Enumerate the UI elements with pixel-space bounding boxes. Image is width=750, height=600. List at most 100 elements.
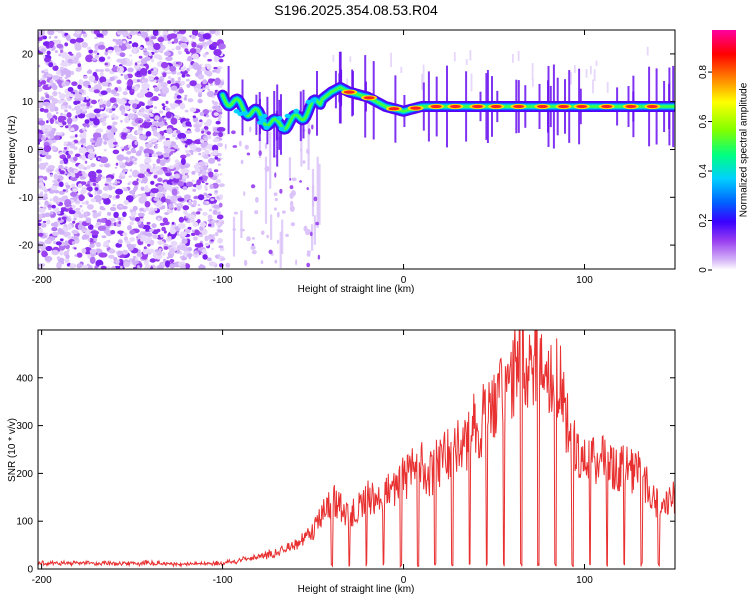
spectrogram-noise-blob [93,50,98,54]
spectrogram-noise-blob [64,76,68,79]
spectrogram-noise-blob [103,186,109,192]
spectrogram-noise-blob [70,191,78,197]
spectrogram-noise-blob [154,207,158,211]
spectrogram-noise-blob [176,72,181,76]
spectrogram-faint-blob [289,185,294,190]
spectrogram-noise-blob [54,120,60,125]
spectrogram-noise-blob [172,178,180,183]
spectrogram-noise-blob [176,95,182,99]
spectrogram-noise-blob [166,256,170,259]
spectrogram-faint-blob [306,148,310,155]
spectrogram-faint-blob [313,196,318,202]
spectrogram-noise-blob [177,33,183,40]
spectrogram-noise-blob [51,127,57,132]
spectrogram-noise-blob [213,169,219,173]
spectrogram-noise-blob [198,234,204,238]
spectrogram-noise-blob [103,100,107,105]
spectrogram-noise-blob [90,163,96,168]
spectrogram-noise-blob [99,76,107,84]
spectrogram-noise-blob [203,192,208,197]
spectrogram-noise-blob [59,170,65,175]
spectrogram-noise-blob [85,184,90,187]
spectrogram-noise-blob [44,200,49,206]
spectrogram-noise-blob [72,188,78,193]
spectrogram-noise-blob [54,50,58,54]
spectrogram-noise-blob [132,255,136,259]
spectrogram-noise-blob [85,86,89,88]
spectrogram-noise-blob [150,138,158,143]
spectrogram-hotspot-core [625,104,637,109]
spectrogram-faint-blob [274,197,278,202]
spectrogram-noise-blob [95,140,102,147]
spectrogram-noise-blob [180,236,185,239]
spectrogram-noise-blob [56,211,61,215]
spectrogram-noise-blob [116,79,122,85]
spectrogram-noise-blob [123,199,129,205]
spectrogram-noise-blob [207,223,212,227]
spectrogram-faint-streak [593,69,596,81]
spectrogram-noise-blob [75,52,82,59]
spectrogram-noise-blob [38,159,41,162]
spectrogram-noise-blob [86,46,92,50]
spectrogram-noise-blob [69,135,76,139]
spectrogram-noise-blob [161,226,166,232]
spectrogram-noise-blob [88,75,96,83]
spectrogram-noise-blob [113,211,119,219]
spectrogram-faint-blob [243,191,246,197]
spectrogram-faint-blob [264,142,268,150]
spectrogram-noise-blob [174,159,180,164]
spectrogram-noise-blob [218,58,224,63]
spectrogram-noise-blob [112,113,116,117]
spectrogram-noise-blob [140,186,145,191]
spectrogram-noise-blob [89,256,96,264]
spectrogram-noise-blob [139,63,144,67]
spectrogram-noise-blob [66,154,72,159]
spectrogram-noise-blob [202,79,208,85]
spectrogram-noise-blob [187,98,194,103]
spectrogram-noise-blob [208,235,213,240]
spectrogram-noise-blob [184,228,188,232]
spectrogram-noise-blob [95,177,102,182]
spectrogram-noise-blob [173,144,178,148]
spectrogram-noise-blob [219,218,223,222]
spectrogram-noise-blob [191,35,197,40]
spectrogram-noise-blob [218,111,223,115]
spectrogram-noise-blob [174,203,178,206]
spectrogram-hotspot-core [449,104,461,109]
spectrogram-noise-blob [139,163,145,168]
spectrogram-y-tick-label: 10 [22,97,34,108]
spectrogram-noise-blob [62,157,69,164]
spectrogram-noise-blob [40,222,45,226]
spectrogram-noise-blob [169,103,174,107]
spectrogram-noise-blob [148,75,154,81]
spectrogram-noise-blob [68,167,74,172]
spectrogram-hotspot-core [410,106,422,110]
spectrogram-noise-blob [129,229,136,235]
spectrogram-noise-blob [151,153,158,158]
spectrogram-noise-blob [115,144,119,147]
spectrogram-noise-blob [70,263,76,269]
spectrogram-cyan-blob [310,98,317,103]
spectrogram-noise-blob [77,263,83,268]
spectrogram-faint-streak [313,215,316,245]
spectrogram-noise-blob [60,62,68,67]
spectrogram-noise-blob [218,211,221,214]
spectrogram-faint-streak [349,56,352,63]
spectrogram-noise-blob [131,169,140,178]
spectrogram-noise-blob [209,39,212,42]
spectrogram-faint-blob [220,257,226,261]
spectrogram-noise-blob [191,229,196,233]
spectrogram-noise-blob [85,96,90,100]
spectrogram-faint-blob [243,259,248,267]
spectrogram-faint-streak [421,73,423,90]
spectrogram-noise-blob [170,85,178,91]
spectrogram-noise-blob [202,87,206,91]
spectrogram-noise-blob [129,190,136,195]
spectrogram-noise-blob [150,188,159,194]
spectrogram-noise-blob [88,238,94,243]
spectrogram-noise-blob [101,30,108,36]
spectrogram-noise-blob [81,201,87,205]
spectrogram-noise-blob [57,122,64,127]
spectrogram-noise-blob [202,211,208,216]
spectrogram-noise-blob [57,227,63,235]
